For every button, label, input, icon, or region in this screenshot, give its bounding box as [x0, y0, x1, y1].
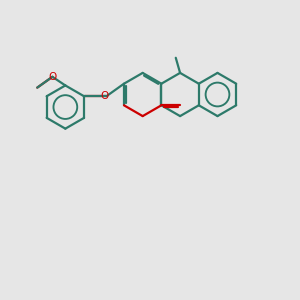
Text: O: O: [101, 91, 109, 101]
Text: O: O: [48, 72, 56, 82]
